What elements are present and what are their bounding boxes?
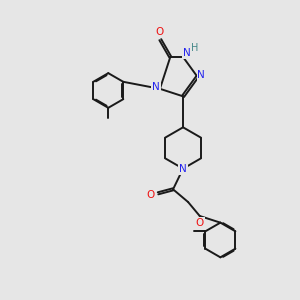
Text: N: N xyxy=(179,164,187,174)
Text: O: O xyxy=(196,218,204,228)
Text: O: O xyxy=(147,190,155,200)
Text: H: H xyxy=(191,43,198,53)
Text: O: O xyxy=(155,27,164,37)
Text: N: N xyxy=(197,70,205,80)
Text: N: N xyxy=(152,82,160,92)
Text: N: N xyxy=(183,48,191,58)
